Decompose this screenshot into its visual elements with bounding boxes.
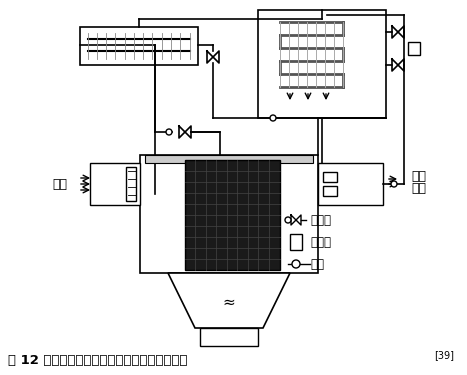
Bar [318,163,383,205]
Bar [126,167,136,201]
Circle shape [391,181,397,187]
Text: 流量计: 流量计 [310,236,331,249]
Text: 空气: 空气 [52,177,68,190]
Bar [200,328,258,346]
Circle shape [292,260,300,268]
Text: [39]: [39] [434,350,454,360]
Bar [185,160,280,270]
Bar [140,155,318,273]
Bar [90,163,140,205]
Bar [80,27,198,65]
Text: 节流阀: 节流阀 [310,213,331,226]
Bar [323,172,337,182]
Text: ≈: ≈ [223,294,235,309]
Circle shape [166,129,172,135]
Circle shape [270,115,276,121]
Bar [323,186,337,196]
Text: 供给: 供给 [411,183,426,195]
Bar [290,234,302,250]
Text: 空气: 空气 [411,171,426,183]
Bar [145,155,313,163]
Polygon shape [168,273,290,328]
Text: 热阻: 热阻 [310,258,324,270]
Bar [258,10,386,118]
Circle shape [285,217,291,223]
Bar [408,42,420,55]
Text: 图 12 直接蒸发冷却和半导体制冷相结合的系统: 图 12 直接蒸发冷却和半导体制冷相结合的系统 [8,354,187,366]
